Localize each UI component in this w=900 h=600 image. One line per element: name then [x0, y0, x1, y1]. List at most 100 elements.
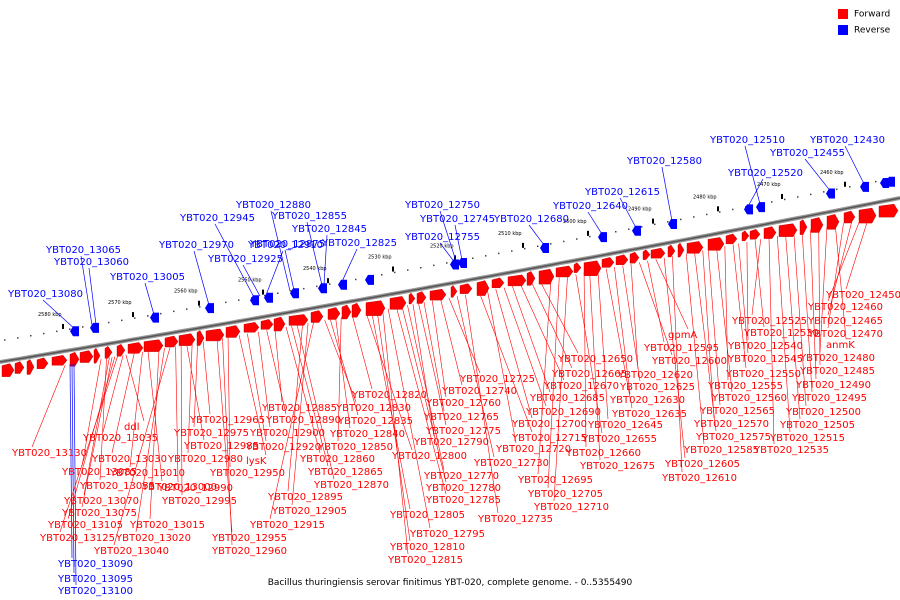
- forward-gene-label: YBT020_12995: [161, 496, 237, 507]
- reverse-gene-label: YBT020_13060: [53, 257, 129, 268]
- forward-connector: [193, 342, 198, 428]
- forward-gene-label: YBT020_13040: [93, 546, 169, 557]
- reverse-connector: [214, 223, 255, 298]
- scale-dot: [264, 294, 266, 297]
- forward-gene-label: YBT020_12505: [779, 420, 855, 431]
- forward-gene-label: YBT020_12650: [557, 354, 633, 365]
- forward-gene-label: YBT020_12985: [183, 441, 259, 452]
- forward-gene-arrow: [878, 203, 899, 218]
- reverse-connector: [528, 224, 545, 246]
- scale-dot: [147, 315, 149, 317]
- reverse-connector: [144, 282, 155, 315]
- scale-dot: [199, 306, 201, 308]
- scale-dot: [173, 310, 175, 313]
- forward-connector: [412, 304, 435, 437]
- forward-connector: [512, 285, 551, 393]
- reverse-gene-label: YBT020_12680: [493, 214, 569, 225]
- forward-connector: [266, 330, 287, 415]
- forward-gene-label: YBT020_12690: [525, 407, 601, 418]
- forward-gene-label: YBT020_12800: [391, 451, 467, 462]
- backbone-line: [0, 197, 900, 363]
- forward-connector: [448, 297, 481, 374]
- reverse-gene-label: YBT020_13090: [57, 559, 133, 570]
- forward-connector: [503, 287, 547, 407]
- forward-gene-label: YBT020_12610: [661, 473, 737, 484]
- forward-connector: [724, 246, 729, 381]
- forward-gene-label: YBT020_13070: [63, 496, 139, 507]
- scale-dot: [160, 312, 162, 315]
- forward-gene-label: YBT020_12810: [389, 542, 465, 553]
- reverse-gene-label: YBT020_13005: [109, 272, 185, 283]
- forward-gene-label: YBT020_12525: [731, 316, 807, 327]
- scale-dot: [849, 186, 851, 188]
- forward-gene-label: YBT020_12955: [211, 533, 287, 544]
- forward-gene-label: YBT020_12780: [425, 483, 501, 494]
- forward-gene-arrow: [476, 280, 490, 296]
- forward-gene-label: YBT020_12665: [551, 369, 627, 380]
- scale-label: 2500 kbp: [563, 219, 587, 225]
- forward-gene-arrow: [741, 230, 750, 242]
- forward-connector: [663, 257, 686, 459]
- forward-connector: [291, 322, 309, 506]
- forward-gene-label: YBT020_12575: [695, 432, 771, 443]
- reverse-gene-arrow: [540, 242, 549, 253]
- reverse-connector: [42, 299, 75, 329]
- forward-gene-arrow: [843, 210, 856, 224]
- scale-tick: [327, 278, 329, 284]
- forward-gene-label: YBT020_12655: [581, 434, 657, 445]
- forward-connector: [291, 325, 329, 467]
- reverse-gene-label: YBT020_12945: [179, 213, 255, 224]
- forward-gene-label: YBT020_12965: [189, 415, 265, 426]
- forward-gene-label: YBT020_12990: [157, 483, 233, 494]
- forward-connector: [465, 294, 499, 514]
- forward-gene-label: YBT020_12950: [209, 468, 285, 479]
- forward-gene-arrow: [127, 342, 144, 354]
- forward-connector: [238, 335, 267, 456]
- scale-label: 2540 kbp: [303, 266, 327, 272]
- scale-dot: [303, 287, 305, 290]
- scale-tick: [844, 181, 846, 187]
- forward-connector: [495, 289, 533, 419]
- forward-gene-arrow: [459, 283, 473, 294]
- scale-tick: [587, 230, 589, 236]
- scale-dot: [589, 235, 591, 238]
- reverse-gene-label: YBT020_12430: [809, 135, 885, 146]
- scale-label: 2580 kbp: [38, 312, 62, 318]
- reverse-connector: [265, 250, 284, 296]
- reverse-gene-label: YBT020_12910: [247, 240, 323, 251]
- forward-gene-arrow: [601, 257, 615, 268]
- forward-connector: [694, 251, 717, 432]
- forward-connector: [738, 243, 749, 354]
- forward-connector: [553, 275, 568, 502]
- forward-gene-arrow: [351, 302, 362, 318]
- forward-gene-arrow: [763, 226, 777, 239]
- forward-gene-label: gpmA: [668, 330, 697, 341]
- forward-gene-label: YBT020_12860: [299, 454, 375, 465]
- forward-connector: [539, 280, 579, 354]
- forward-gene-label: YBT020_12670: [543, 381, 619, 392]
- reverse-gene-label: YBT020_12750: [404, 200, 480, 211]
- scale-dot: [641, 226, 643, 228]
- forward-gene-label: YBT020_12685: [529, 393, 605, 404]
- forward-connector: [754, 240, 765, 328]
- forward-gene-label: YBT020_12630: [609, 395, 685, 406]
- forward-connector: [751, 239, 762, 316]
- forward-gene-arrow: [629, 251, 640, 264]
- forward-gene-label: YBT020_12885: [261, 403, 337, 414]
- scale-dot: [576, 238, 578, 240]
- forward-connector: [227, 337, 231, 468]
- scale-dot: [524, 247, 526, 250]
- scale-dot: [82, 326, 84, 328]
- forward-gene-label: YBT020_12960: [211, 546, 287, 557]
- forward-gene-label: YBT020_12635: [611, 409, 687, 420]
- reverse-connector: [242, 264, 261, 297]
- scale-dot: [4, 339, 6, 341]
- forward-gene-label: YBT020_12730: [473, 458, 549, 469]
- reverse-gene-label: YBT020_12925: [207, 254, 283, 265]
- forward-gene-label: YBT020_12490: [795, 380, 871, 391]
- forward-connector: [285, 326, 321, 454]
- scale-label: 2460 kbp: [820, 170, 844, 176]
- forward-gene-label: YBT020_13075: [61, 508, 137, 519]
- reverse-connector: [80, 255, 93, 326]
- reverse-connector: [619, 197, 637, 228]
